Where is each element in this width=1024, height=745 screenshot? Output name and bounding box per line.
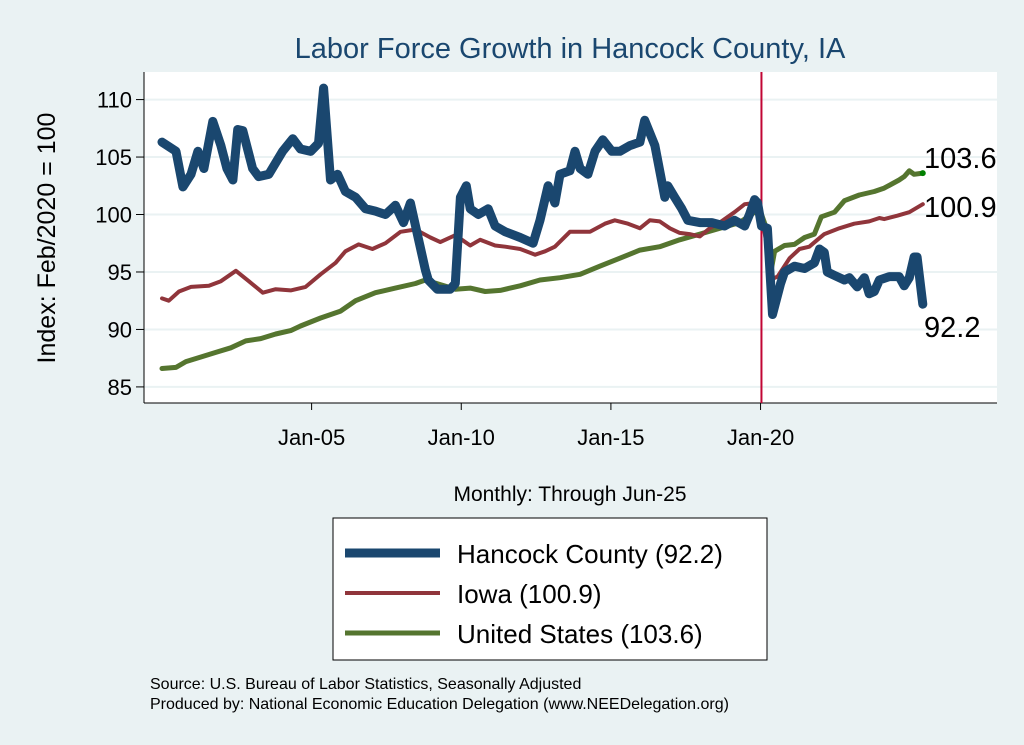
end-marker-united-states (919, 170, 926, 177)
series-line-iowa (160, 201, 925, 303)
legend-label-iowa: Iowa (100.9) (457, 579, 602, 609)
series-line-united-states (159, 168, 926, 371)
x-axis-label: Monthly: Through Jun-25 (453, 483, 686, 506)
x-axis: Jan-05 Jan-10 Jan-15 Jan-20 (144, 402, 997, 450)
plot-area (144, 72, 997, 403)
y-tick-label: 95 (108, 260, 132, 285)
end-label-iowa: 100.9 (924, 192, 997, 224)
end-labels: 92.2 100.9 103.6 (924, 143, 997, 344)
y-tick-label: 90 (108, 317, 132, 342)
series-lines (157, 83, 928, 371)
x-tick-label: Jan-20 (727, 425, 794, 450)
x-tick-label: Jan-15 (577, 425, 644, 450)
legend: Hancock County (92.2) Iowa (100.9) United … (332, 517, 768, 661)
legend-items: Hancock County (92.2) Iowa (100.9) United … (345, 539, 723, 649)
x-tick-label: Jan-10 (428, 425, 495, 450)
producer-note: Produced by: National Economic Education… (150, 696, 729, 713)
legend-box (332, 517, 768, 661)
legend-label-hancock-county: Hancock County (92.2) (457, 539, 723, 569)
series-line-hancock-county (157, 83, 928, 319)
y-tick-label: 100 (95, 203, 132, 228)
y-tick-label: 85 (108, 375, 132, 400)
y-tick-label: 105 (95, 145, 132, 170)
y-axis-label: Index: Feb/2020 = 100 (33, 113, 61, 364)
y-axis: 85 90 95 100 105 110 (95, 72, 145, 403)
x-tick-label: Jan-05 (278, 425, 345, 450)
legend-label-united-states: United States (103.6) (457, 619, 703, 649)
chart-title: Labor Force Growth in Hancock County, IA (295, 33, 846, 65)
end-label-hancock-county: 92.2 (924, 312, 980, 344)
y-tick-label: 110 (97, 88, 132, 113)
end-label-united-states: 103.6 (924, 143, 997, 175)
source-note: Source: U.S. Bureau of Labor Statistics,… (150, 676, 581, 693)
